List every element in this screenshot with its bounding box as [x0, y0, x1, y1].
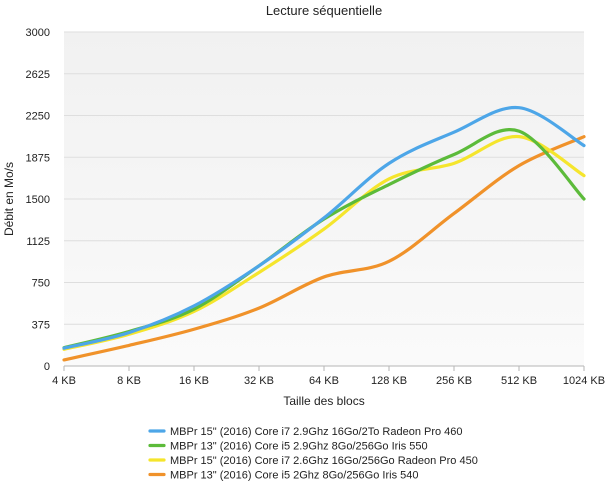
- x-tick-label: 32 KB: [244, 375, 274, 387]
- x-tick-label: 8 KB: [117, 375, 141, 387]
- x-tick-label: 16 KB: [179, 375, 209, 387]
- y-tick-label: 1875: [26, 152, 50, 164]
- y-tick-label: 1500: [26, 194, 50, 206]
- legend-label: MBPr 15" (2016) Core i7 2.6Ghz 16Go/256G…: [170, 455, 478, 467]
- y-tick-label: 3000: [26, 27, 50, 39]
- series-line-4: [62, 135, 586, 362]
- x-tick-label: 64 KB: [309, 375, 339, 387]
- series-line-3: [62, 135, 586, 351]
- series-line-1: [62, 106, 586, 350]
- x-tick-label: 4 KB: [52, 375, 76, 387]
- legend: MBPr 15" (2016) Core i7 2.9Ghz 16Go/2To …: [148, 426, 478, 482]
- chart-title: Lecture séquentielle: [266, 3, 382, 18]
- series-lines: [62, 106, 586, 362]
- x-tick-label: 512 KB: [501, 375, 537, 387]
- y-tick-label: 750: [32, 278, 50, 290]
- x-axis-ticks: 4 KB 8 KB 16 KB 32 KB 64 KB 128 KB 256 KB 512 K…: [52, 366, 605, 387]
- y-tick-label: 1125: [26, 236, 50, 248]
- y-tick-label: 2625: [26, 69, 50, 81]
- legend-label: MBPr 13" (2016) Core i5 2.9Ghz 8Go/256Go…: [170, 441, 428, 453]
- x-tick-label: 128 KB: [371, 375, 407, 387]
- legend-label: MBPr 15" (2016) Core i7 2.9Ghz 16Go/2To …: [170, 426, 463, 438]
- x-tick-label: 256 KB: [436, 375, 472, 387]
- y-tick-label: 2250: [26, 111, 50, 123]
- x-tick-label: 1024 KB: [563, 375, 605, 387]
- x-axis-label: Taille des blocs: [283, 394, 364, 408]
- y-tick-label: 375: [32, 319, 50, 331]
- y-axis-ticks: 0 375 750 1125 1500 1875 2250 2625 3000: [26, 27, 50, 373]
- legend-label: MBPr 13" (2016) Core i5 2Ghz 8Go/256Go I…: [170, 470, 418, 482]
- y-tick-label: 0: [44, 361, 50, 373]
- y-axis-label: Débit en Mo/s: [2, 162, 16, 236]
